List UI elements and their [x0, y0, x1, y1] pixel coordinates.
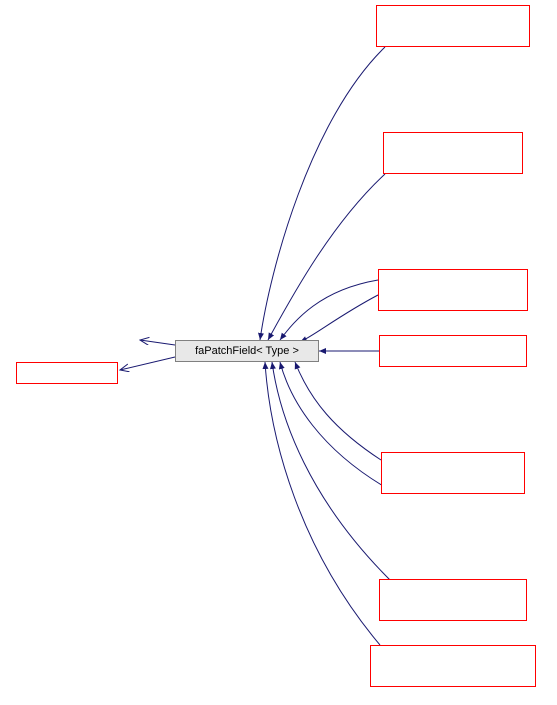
edge-4: [300, 295, 378, 342]
edge-3: [268, 174, 385, 340]
node-r5[interactable]: [381, 452, 525, 494]
edge-8: [280, 362, 390, 490]
edge-9: [272, 362, 390, 580]
edge-10: [265, 362, 380, 645]
edge-7: [295, 362, 381, 460]
node-r1[interactable]: [376, 5, 530, 47]
node-r4[interactable]: [379, 335, 527, 367]
node-r6[interactable]: [379, 579, 527, 621]
node-left1[interactable]: [16, 362, 118, 384]
node-r7[interactable]: [370, 645, 536, 687]
edge-5: [280, 280, 378, 340]
node-r2[interactable]: [383, 132, 523, 174]
node-center[interactable]: faPatchField< Type >: [175, 340, 319, 362]
edge-1: [120, 357, 175, 370]
node-r3[interactable]: [378, 269, 528, 311]
edge-2: [260, 47, 385, 340]
edge-0: [140, 340, 175, 345]
